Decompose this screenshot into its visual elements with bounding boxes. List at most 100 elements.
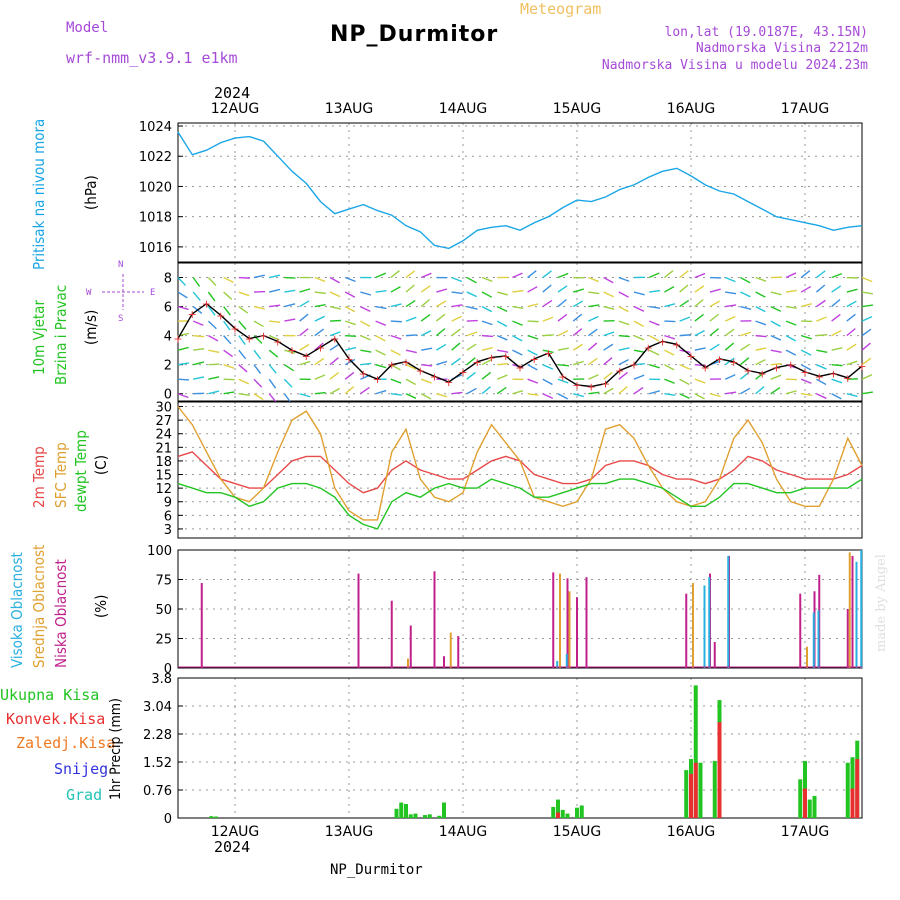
wind-barb [466,305,478,310]
wind-barb [527,320,539,323]
wind-barb [831,329,842,337]
wind-barb [633,334,645,341]
precip-conv-bar [850,788,855,818]
wind-gust-marker: + [230,322,239,335]
wind-barb [268,364,277,374]
wind-barb [451,391,463,395]
wind-barb [770,334,782,341]
wind-barb [573,288,584,293]
day-label-top: 12AUG [211,101,260,117]
wind-barb [344,386,355,395]
wind-barb [177,291,188,299]
precip-total-bar [812,795,817,818]
wind-barb [299,360,311,366]
y-tick-label: 1022 [139,150,172,165]
wind-barb [557,378,569,384]
wind-barb [649,289,661,293]
day-label-top: 15AUG [553,101,602,117]
wind-barb [603,276,614,284]
wind-barb [603,343,614,351]
wind-barb [405,334,418,337]
y-tick-label: 12 [155,482,172,497]
wind-barb [633,305,645,312]
wind-barb [694,393,705,400]
wind-barb [527,364,538,371]
wind-barb [831,347,843,351]
panel-frame [177,677,863,819]
panel-frame [177,262,863,402]
wind-barb [268,349,279,358]
wind-barb [436,360,448,366]
wind-gust-marker: + [857,360,866,373]
wind-barb [314,328,325,337]
wind-barb [648,349,660,356]
wind-barb [770,386,781,395]
wind-barb [390,378,402,384]
wind-barb [436,343,447,351]
wind-gust-marker: + [287,344,296,357]
wind-barb [618,334,630,338]
wind-barb [846,313,856,322]
compass-legend: N W E S [86,258,158,326]
wind-barb [329,343,340,351]
wind-barb [603,331,615,337]
wind-barb [512,390,524,395]
wind-barb [344,358,356,366]
wind-barb [512,289,524,293]
wind-barb [816,316,827,322]
wind-barb [375,335,386,342]
wind-barb [390,393,402,396]
wind-barb [436,288,448,293]
y-tick-label: 8 [164,272,172,287]
wind-barb [284,349,296,354]
wind-barb [268,334,280,341]
compass-arrows-icon [102,274,144,310]
wind-barb [466,276,477,284]
wind-barb [481,320,493,326]
precip-total-bar [845,762,850,818]
wind-barb [740,387,751,395]
wind-barb [253,274,265,279]
wind-barb [542,284,552,293]
precip-total-bar [556,799,560,818]
wind-barb [557,330,569,337]
wind-barb [587,357,598,366]
wind-barb [223,276,234,284]
wind-barb [405,284,415,293]
wind-barb [238,378,250,385]
wind-barb [785,349,797,356]
precip-total-bar [408,814,413,818]
wind-gust-marker: + [430,370,439,383]
wind-barb [177,378,190,381]
compass-w: W [86,288,92,298]
wind-barb [527,378,539,384]
wind-barb [269,320,281,323]
wind-barb [177,393,189,399]
wind-barb [405,378,416,386]
wind-barb [299,300,310,308]
y-tick-label: 50 [155,603,172,618]
wind-barb [193,347,205,351]
wind-barb [755,276,767,282]
wind-barb [572,300,584,308]
precip-conv-bar [556,812,560,818]
wind-barb [375,290,387,293]
wind-gust-marker: + [558,370,567,383]
wind-barb [375,349,386,356]
wind-barb [618,386,628,395]
wind-barb [861,391,873,395]
precip-total-bar [684,770,689,818]
y-tick-label: 0 [164,812,172,827]
wind-barb [831,313,841,322]
cloud-low-bar [846,609,849,668]
wind-barb [679,378,690,386]
wind-barb [421,347,433,351]
wind-barb [770,320,781,327]
wind-barb [694,347,706,351]
wind-barb [709,288,721,293]
wind-barb [694,285,705,293]
wind-barb [375,389,387,395]
wind-barb [253,378,263,388]
precip-conv-bar [803,788,807,818]
